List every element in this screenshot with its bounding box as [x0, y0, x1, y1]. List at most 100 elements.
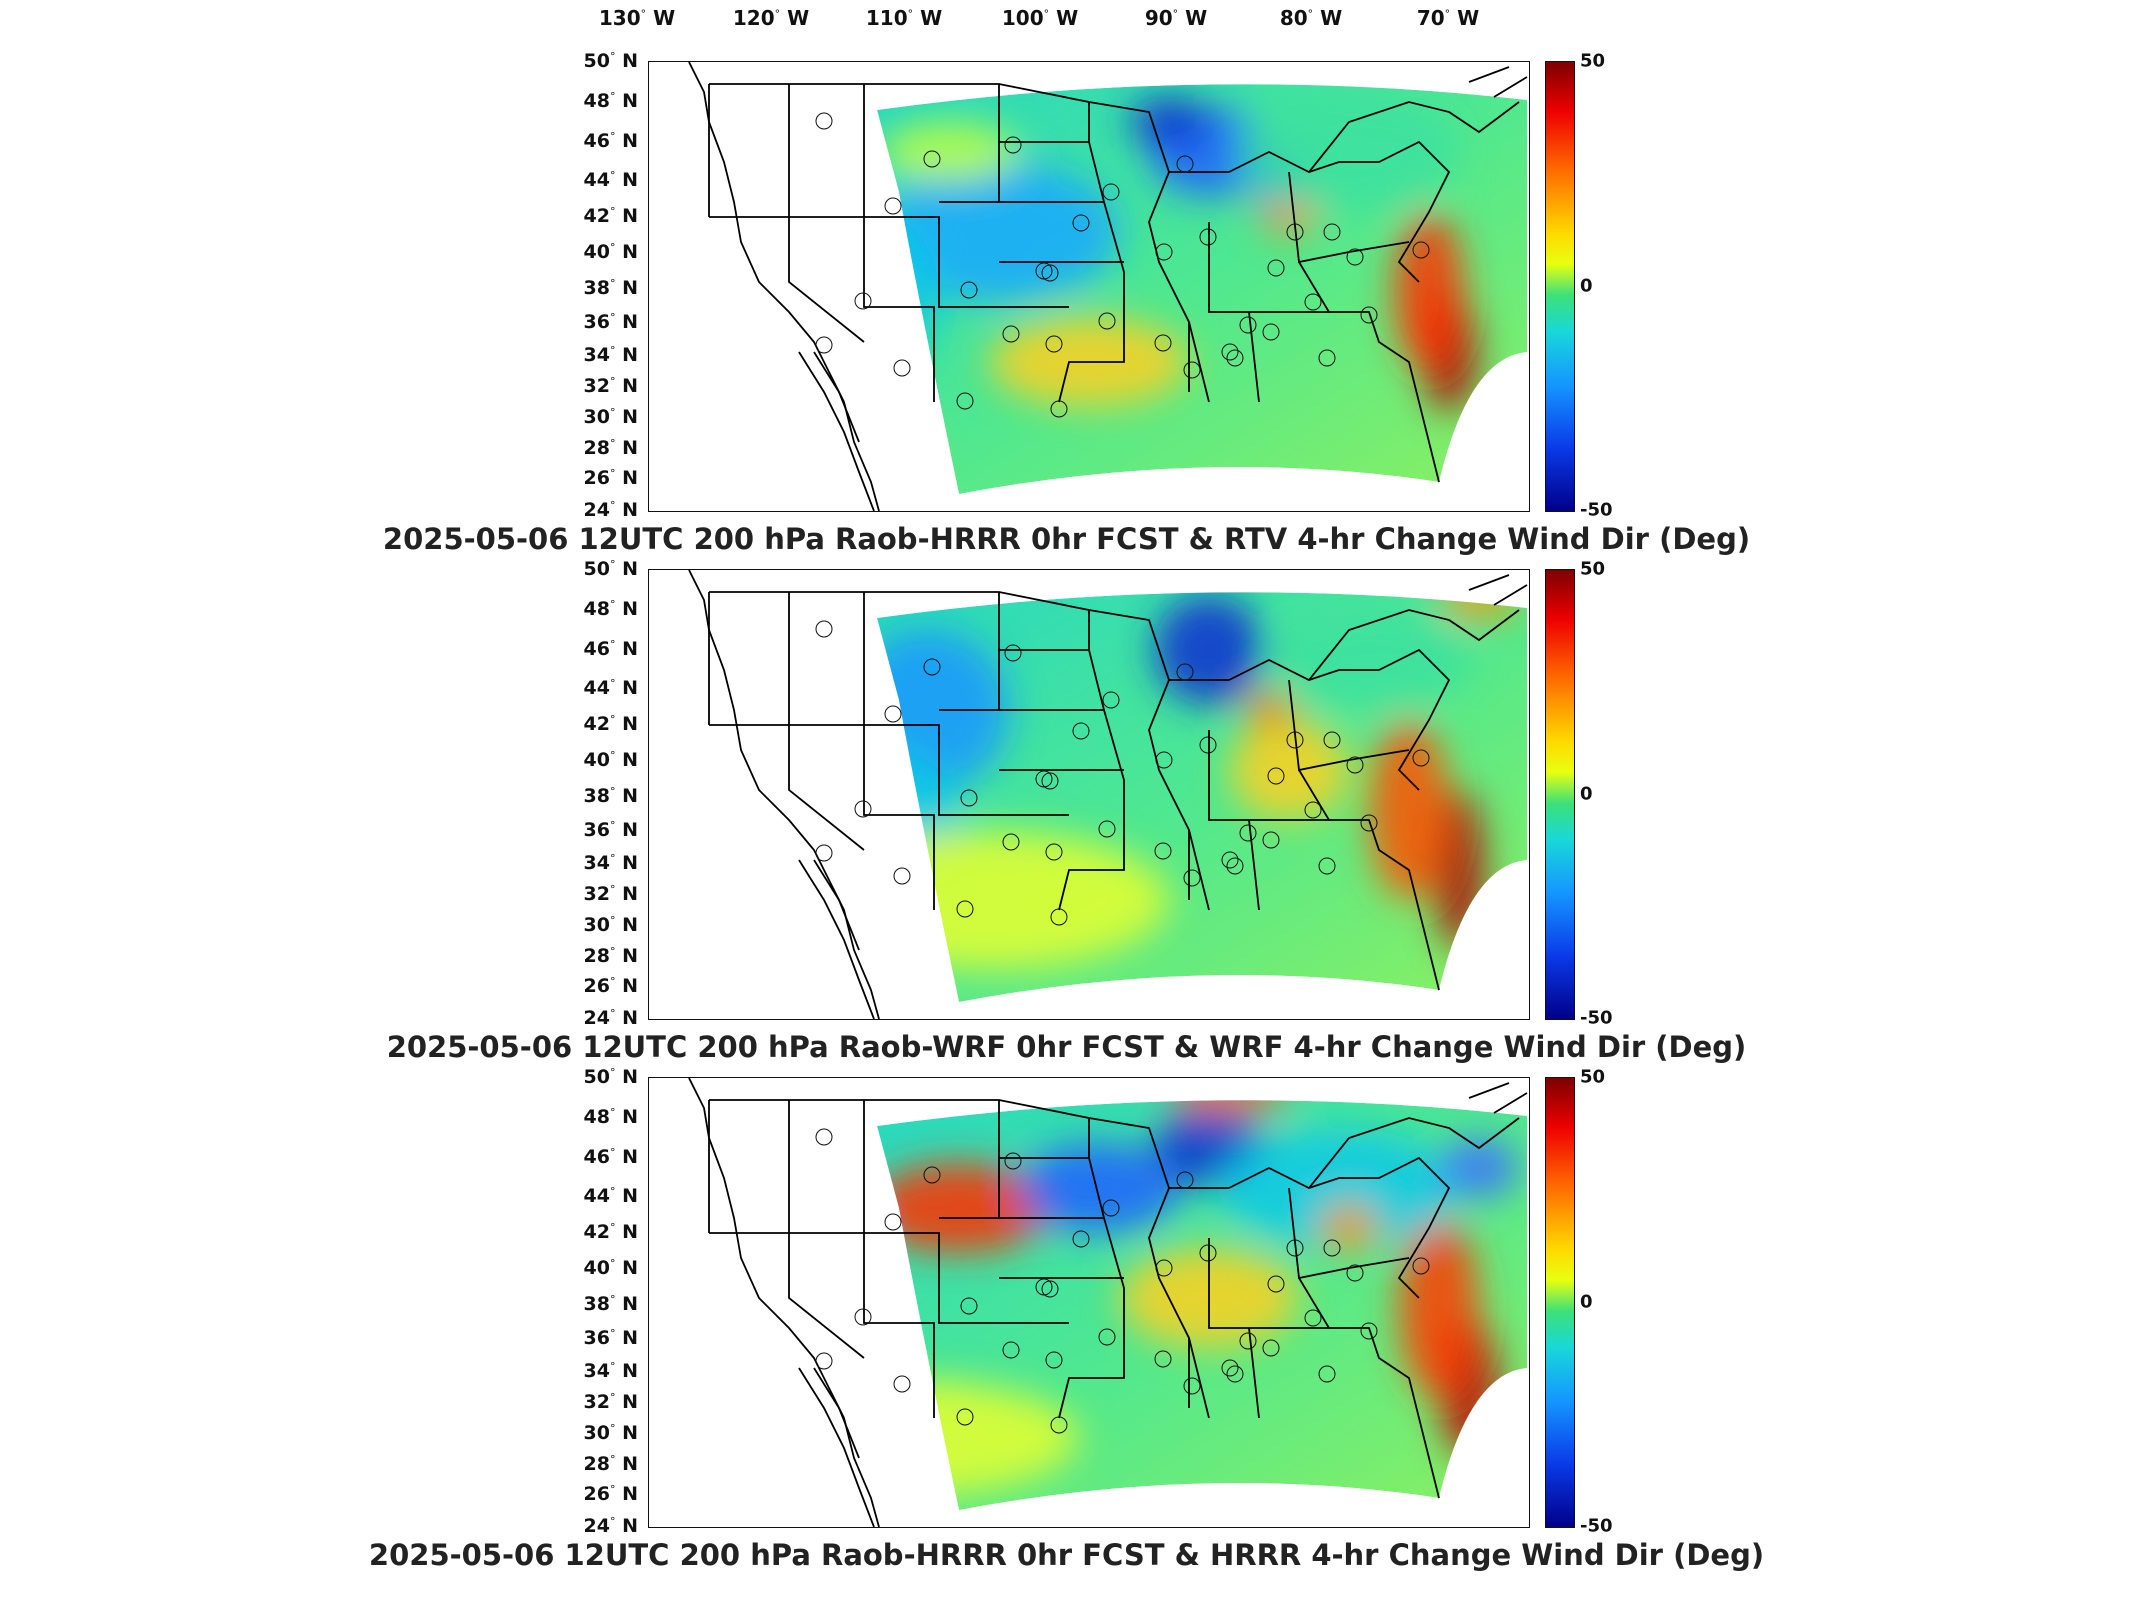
- latitude-label: 46° N: [583, 637, 638, 660]
- field-blob: [877, 412, 929, 492]
- longitude-label: 80° W: [1279, 6, 1343, 30]
- latitude-label: 48° N: [583, 1105, 638, 1128]
- field-blob: [1399, 1218, 1479, 1398]
- latitude-label: 30° N: [583, 1421, 638, 1444]
- raob-station-marker: [893, 1375, 911, 1393]
- raob-station-marker: [893, 867, 911, 885]
- raob-station-marker: [1155, 1259, 1173, 1277]
- latitude-label: 28° N: [583, 1453, 638, 1476]
- raob-station-marker: [1045, 843, 1063, 861]
- raob-station-marker: [893, 359, 911, 377]
- latitude-label: 40° N: [583, 1256, 638, 1280]
- raob-station-marker: [956, 1408, 974, 1426]
- raob-station-marker: [1199, 1244, 1217, 1262]
- latitude-label: 34° N: [583, 343, 638, 366]
- raob-station-marker: [1098, 312, 1116, 330]
- raob-station-marker: [1004, 1152, 1022, 1170]
- colorbar: [1545, 569, 1575, 1020]
- field-blob: [1019, 1143, 1179, 1233]
- latitude-label: 50° N: [583, 1065, 638, 1089]
- raob-station-marker: [1221, 851, 1239, 869]
- field-blob: [879, 122, 1019, 182]
- raob-station-marker: [1041, 264, 1059, 282]
- longitude-label: 100° W: [1001, 6, 1079, 30]
- latitude-label: 40° N: [583, 240, 638, 264]
- raob-station-marker: [1286, 731, 1304, 749]
- map-panel: 50° N 48° N 46° N 44° N 42° N 40° N 38° N 36° N…: [0, 50, 2133, 570]
- latitude-label: 48° N: [583, 89, 638, 112]
- raob-station-marker: [1304, 293, 1322, 311]
- field-blob: [669, 615, 789, 665]
- colorbar-tick-label: 0: [1580, 275, 1593, 296]
- colorbar-tick-label: 50: [1580, 1066, 1606, 1088]
- latitude-label: 28° N: [583, 437, 638, 460]
- raob-station-marker: [1072, 1230, 1090, 1248]
- raob-station-marker: [1154, 1350, 1172, 1368]
- latitude-label: 50° N: [583, 49, 638, 73]
- raob-station-marker: [1004, 136, 1022, 154]
- raob-stations: [815, 620, 1430, 926]
- raob-station-marker: [1002, 325, 1020, 343]
- baja-outline: [798, 1367, 875, 1527]
- raob-station-marker: [1262, 1339, 1280, 1357]
- latitude-label: 24° N: [583, 1006, 638, 1030]
- raob-station-marker: [1050, 908, 1068, 926]
- colorbar: [1545, 1077, 1575, 1528]
- field-blob: [1244, 690, 1294, 730]
- field-blob: [877, 202, 939, 382]
- raob-station-marker: [884, 1213, 902, 1231]
- raob-station-marker: [1183, 361, 1201, 379]
- wind-direction-map: [648, 569, 1530, 1020]
- raob-station-marker: [1412, 1257, 1430, 1275]
- colorbar-tick-label: -50: [1580, 499, 1613, 521]
- colorbar-tick-label: 50: [1580, 558, 1606, 580]
- latitude-label: 32° N: [583, 375, 638, 398]
- raob-station-marker: [960, 1297, 978, 1315]
- raob-station-marker: [1072, 214, 1090, 232]
- field-blob: [679, 1100, 799, 1136]
- latitude-label: 42° N: [583, 204, 638, 228]
- raob-station-marker: [1239, 824, 1257, 842]
- raob-station-marker: [1318, 857, 1336, 875]
- raob-station-marker: [854, 1308, 872, 1326]
- latitude-label: 48° N: [583, 597, 638, 620]
- field-blob: [1394, 212, 1464, 372]
- latitude-label: 32° N: [583, 883, 638, 906]
- map-canvas: [688, 62, 1528, 511]
- raob-station-marker: [1360, 306, 1378, 324]
- latitude-label: 42° N: [583, 1220, 638, 1244]
- state-boundaries: [688, 570, 1528, 1019]
- colorbar-tick-label: 50: [1580, 50, 1606, 72]
- latitude-label: 26° N: [583, 975, 638, 998]
- latitude-label: 36° N: [583, 310, 638, 334]
- field-blob: [877, 1378, 1079, 1498]
- latitude-label: 40° N: [583, 748, 638, 772]
- latitude-label: 44° N: [583, 1185, 638, 1208]
- colorbar: [1545, 61, 1575, 512]
- raob-station-marker: [1267, 1275, 1285, 1293]
- state-boundaries: [688, 62, 1528, 511]
- raob-station-marker: [1226, 349, 1244, 367]
- latitude-label: 50° N: [583, 557, 638, 581]
- latitude-label: 24° N: [583, 498, 638, 522]
- raob-station-marker: [1004, 644, 1022, 662]
- latitude-label: 30° N: [583, 913, 638, 936]
- map-canvas: [679, 1078, 1528, 1527]
- field-blob: [1129, 97, 1209, 147]
- longitude-axis: 130° W 120° W 110° W 100° W 90° W 80° W 70° W: [0, 6, 2133, 38]
- field-blob: [1219, 1128, 1459, 1248]
- latitude-label: 30° N: [583, 405, 638, 428]
- raob-station-marker: [1050, 1416, 1068, 1434]
- colorbar-tick-label: -50: [1580, 1007, 1613, 1029]
- latitude-label: 46° N: [583, 1145, 638, 1168]
- raob-station-marker: [884, 197, 902, 215]
- latitude-label: 28° N: [583, 945, 638, 968]
- latitude-label: 38° N: [583, 784, 638, 807]
- field-blob: [1439, 1138, 1519, 1198]
- latitude-label: 44° N: [583, 169, 638, 192]
- latitude-label: 36° N: [583, 1326, 638, 1350]
- field-blob: [689, 1168, 869, 1308]
- field-blob: [1154, 595, 1264, 705]
- raob-station-marker: [1176, 663, 1194, 681]
- longitude-label: 130° W: [598, 6, 676, 30]
